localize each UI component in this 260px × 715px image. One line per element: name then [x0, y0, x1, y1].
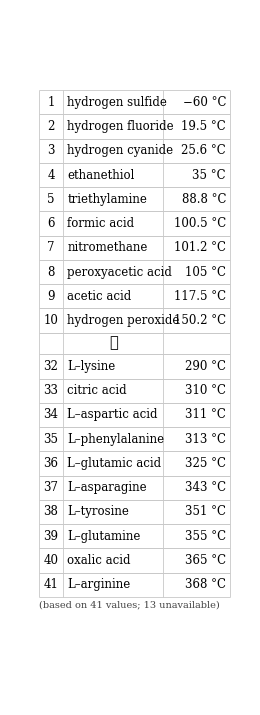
Text: 25.6 °C: 25.6 °C: [181, 144, 226, 157]
Text: formic acid: formic acid: [67, 217, 134, 230]
Text: 2: 2: [47, 120, 55, 133]
Text: L–arginine: L–arginine: [67, 578, 131, 591]
Text: 40: 40: [43, 554, 58, 567]
Bar: [38, 187, 230, 212]
Text: 1: 1: [47, 96, 55, 109]
Text: 41: 41: [44, 578, 58, 591]
Text: −60 °C: −60 °C: [183, 96, 226, 109]
Text: 311 °C: 311 °C: [185, 408, 226, 421]
Text: 10: 10: [44, 314, 58, 327]
Bar: [38, 355, 230, 378]
Text: oxalic acid: oxalic acid: [67, 554, 131, 567]
Bar: [38, 212, 230, 236]
Text: 290 °C: 290 °C: [185, 360, 226, 373]
Bar: [38, 573, 230, 597]
Bar: [38, 308, 230, 332]
Text: 19.5 °C: 19.5 °C: [181, 120, 226, 133]
Text: 365 °C: 365 °C: [185, 554, 226, 567]
Text: L–glutamic acid: L–glutamic acid: [67, 457, 161, 470]
Bar: [38, 90, 230, 114]
Text: L–glutamine: L–glutamine: [67, 530, 141, 543]
Bar: [38, 524, 230, 548]
Text: 105 °C: 105 °C: [185, 265, 226, 279]
Bar: [38, 427, 230, 451]
Bar: [38, 285, 230, 308]
Text: 7: 7: [47, 242, 55, 255]
Text: 5: 5: [47, 193, 55, 206]
Text: L–asparagine: L–asparagine: [67, 481, 147, 494]
Text: 343 °C: 343 °C: [185, 481, 226, 494]
Text: hydrogen sulfide: hydrogen sulfide: [67, 96, 167, 109]
Bar: [38, 548, 230, 573]
Text: 150.2 °C: 150.2 °C: [174, 314, 226, 327]
Text: hydrogen cyanide: hydrogen cyanide: [67, 144, 173, 157]
Text: 34: 34: [43, 408, 58, 421]
Text: 88.8 °C: 88.8 °C: [181, 193, 226, 206]
Bar: [38, 500, 230, 524]
Text: 117.5 °C: 117.5 °C: [174, 290, 226, 303]
Text: L–aspartic acid: L–aspartic acid: [67, 408, 158, 421]
Text: citric acid: citric acid: [67, 384, 127, 398]
Text: 36: 36: [43, 457, 58, 470]
Text: L–phenylalanine: L–phenylalanine: [67, 433, 164, 445]
Bar: [38, 139, 230, 163]
Text: 8: 8: [47, 265, 55, 279]
Text: 101.2 °C: 101.2 °C: [174, 242, 226, 255]
Text: 35 °C: 35 °C: [192, 169, 226, 182]
Text: 325 °C: 325 °C: [185, 457, 226, 470]
Text: 355 °C: 355 °C: [185, 530, 226, 543]
Text: hydrogen peroxide: hydrogen peroxide: [67, 314, 180, 327]
Text: 6: 6: [47, 217, 55, 230]
Text: 100.5 °C: 100.5 °C: [174, 217, 226, 230]
Bar: [38, 403, 230, 427]
Text: 9: 9: [47, 290, 55, 303]
Bar: [38, 114, 230, 139]
Text: triethylamine: triethylamine: [67, 193, 147, 206]
Bar: [38, 332, 230, 355]
Text: hydrogen fluoride: hydrogen fluoride: [67, 120, 174, 133]
Bar: [38, 236, 230, 260]
Text: nitromethane: nitromethane: [67, 242, 148, 255]
Text: 3: 3: [47, 144, 55, 157]
Text: 39: 39: [43, 530, 58, 543]
Text: 37: 37: [43, 481, 58, 494]
Text: 310 °C: 310 °C: [185, 384, 226, 398]
Text: 313 °C: 313 °C: [185, 433, 226, 445]
Bar: [38, 163, 230, 187]
Text: 38: 38: [44, 506, 58, 518]
Text: 351 °C: 351 °C: [185, 506, 226, 518]
Text: 35: 35: [43, 433, 58, 445]
Text: acetic acid: acetic acid: [67, 290, 132, 303]
Text: 4: 4: [47, 169, 55, 182]
Bar: [38, 475, 230, 500]
Text: L–lysine: L–lysine: [67, 360, 115, 373]
Text: ⋮: ⋮: [109, 337, 118, 350]
Bar: [38, 260, 230, 285]
Bar: [38, 451, 230, 475]
Text: 33: 33: [43, 384, 58, 398]
Text: ethanethiol: ethanethiol: [67, 169, 135, 182]
Bar: [38, 378, 230, 403]
Text: 32: 32: [44, 360, 58, 373]
Text: L–tyrosine: L–tyrosine: [67, 506, 129, 518]
Text: peroxyacetic acid: peroxyacetic acid: [67, 265, 172, 279]
Text: (based on 41 values; 13 unavailable): (based on 41 values; 13 unavailable): [38, 601, 219, 610]
Text: 368 °C: 368 °C: [185, 578, 226, 591]
